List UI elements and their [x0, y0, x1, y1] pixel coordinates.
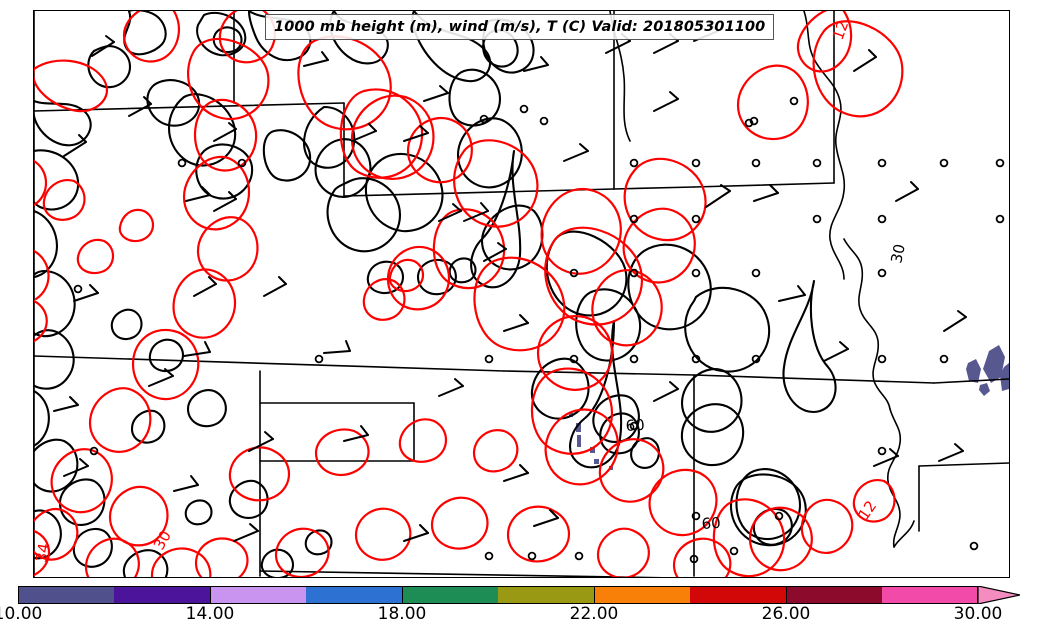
colorbar-segment[interactable]: [210, 586, 307, 604]
colorbar-segment[interactable]: [594, 586, 691, 604]
temperature-label-layer: 34 30 12 12: [34, 18, 880, 563]
colorbar-segment[interactable]: [882, 586, 979, 604]
svg-text:12: 12: [855, 497, 881, 523]
colorbar-segments[interactable]: [18, 586, 979, 604]
colorbar-extend-arrow: [977, 585, 1021, 605]
colorbar-tickmark: [594, 586, 596, 604]
map-title: 1000 mb height (m), wind (m/s), T (C) Va…: [274, 19, 766, 35]
colorbar-tickmark: [786, 586, 788, 604]
colorbar-tick-label: 30.00: [953, 604, 1003, 624]
colorbar-tick-label: 10.00: [0, 604, 43, 624]
svg-text:60: 60: [701, 514, 721, 533]
colorbar-ticks: 10.00 14.00 18.00 22.00 26.00 30.00: [0, 578, 1041, 633]
svg-text:60: 60: [625, 416, 645, 435]
svg-text:30: 30: [887, 242, 909, 264]
colorbar-tickmark: [210, 586, 212, 604]
colorbar-segment[interactable]: [402, 586, 499, 604]
station-circle-layer: [73, 96, 1005, 564]
colorbar-segment[interactable]: [498, 586, 595, 604]
weather-map[interactable]: 30 60 60 34 30 12 12: [33, 10, 1010, 578]
colorbar[interactable]: 10.00 14.00 18.00 22.00 26.00 30.00: [0, 578, 1041, 633]
state-boundary-layer: [34, 11, 1009, 577]
colorbar-segment[interactable]: [786, 586, 883, 604]
svg-text:34: 34: [34, 542, 53, 564]
colorbar-tickmark: [402, 586, 404, 604]
contour-label-layer: 30 60 60: [625, 242, 909, 533]
colorbar-tick-label: 26.00: [761, 604, 811, 624]
colorbar-tick-label: 22.00: [569, 604, 619, 624]
temperature-contour-layer: [34, 11, 904, 577]
colorbar-tick-label: 18.00: [377, 604, 427, 624]
svg-text:12: 12: [829, 18, 852, 42]
colorbar-segment[interactable]: [114, 586, 211, 604]
colorbar-segment[interactable]: [306, 586, 403, 604]
colorbar-tick-label: 14.00: [185, 604, 235, 624]
map-title-box: 1000 mb height (m), wind (m/s), T (C) Va…: [265, 14, 775, 40]
colorbar-segment[interactable]: [690, 586, 787, 604]
temperature-fill-layer: [569, 345, 1009, 470]
colorbar-segment[interactable]: [18, 586, 115, 604]
wind-barb-layer: [53, 23, 967, 542]
map-canvas: 30 60 60 34 30 12 12: [34, 11, 1009, 577]
